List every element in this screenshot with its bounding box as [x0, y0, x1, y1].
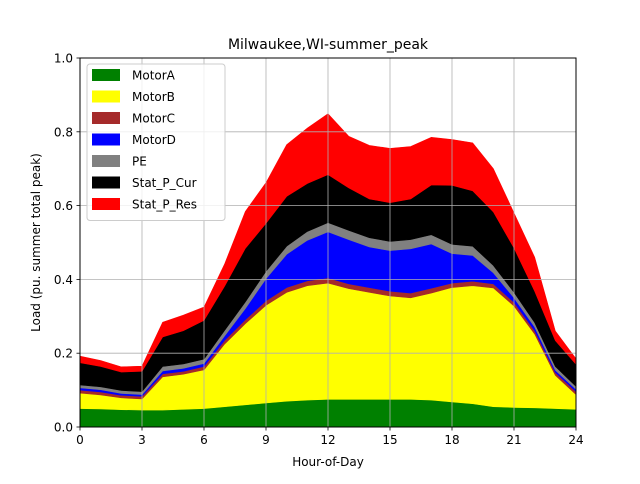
legend: MotorA MotorB MotorC MotorD PE Stat_P_Cur Stat… [86, 63, 226, 221]
chart-title: Milwaukee,WI-summer_peak [228, 37, 429, 53]
ticks-layer: 0 3 6 9 12 15 18 21 24 0.0 0.2 0.4 0.6 0.8 1.0 [54, 52, 584, 448]
x-axis-label: Hour-of-Day [292, 455, 364, 469]
legend-label: Stat_P_Res [132, 198, 197, 212]
y-tick-label: 0.8 [54, 125, 73, 139]
legend-label: MotorB [132, 90, 175, 104]
legend-swatch [92, 155, 120, 167]
y-axis-label: Load (pu. summer total peak) [29, 153, 43, 332]
y-tick-label: 0.2 [54, 347, 73, 361]
legend-label: MotorA [132, 69, 176, 83]
y-tick-label: 0.4 [54, 273, 73, 287]
y-tick-label: 0.0 [54, 421, 73, 435]
x-tick-label: 3 [138, 433, 146, 447]
legend-swatch [92, 133, 120, 146]
legend-swatch [92, 176, 120, 189]
y-tick-label: 0.6 [54, 199, 73, 213]
legend-swatch [92, 112, 120, 124]
legend-label: Stat_P_Cur [132, 176, 197, 190]
legend-box [86, 63, 226, 221]
x-tick-label: 0 [76, 433, 84, 447]
x-tick-label: 21 [506, 433, 521, 447]
x-tick-label: 24 [568, 433, 583, 447]
legend-label: MotorC [132, 112, 175, 126]
legend-swatch [92, 90, 120, 103]
x-tick-label: 9 [262, 433, 270, 447]
legend-label: PE [132, 155, 147, 169]
y-tick-label: 1.0 [54, 52, 73, 66]
legend-swatch [92, 69, 120, 81]
x-tick-label: 15 [382, 433, 397, 447]
legend-label: MotorD [132, 133, 176, 147]
x-tick-label: 18 [444, 433, 459, 447]
x-tick-label: 6 [200, 433, 208, 447]
x-tick-label: 12 [320, 433, 335, 447]
legend-swatch [92, 198, 120, 210]
